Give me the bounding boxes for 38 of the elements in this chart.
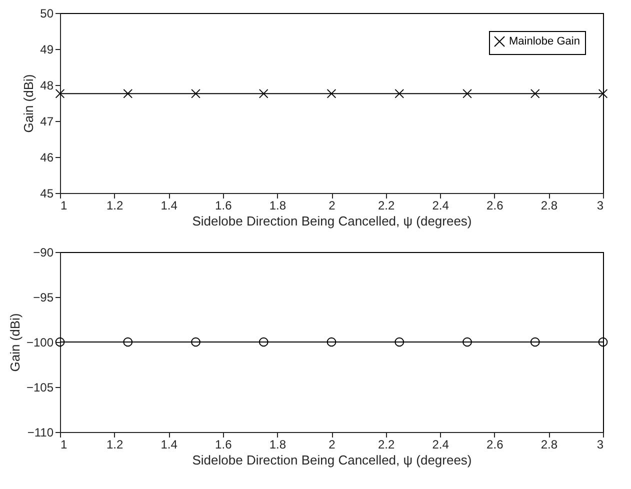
y-axis-title: Gain (dBi) <box>21 74 36 133</box>
y-tick-label: −105 <box>26 380 54 394</box>
x-tick-label: 2.4 <box>432 438 450 452</box>
x-tick-label: 1.2 <box>106 438 124 452</box>
y-tick-label: −100 <box>26 336 54 350</box>
y-tick-label: −110 <box>27 426 54 440</box>
legend-label: Mainlobe Gain <box>509 36 580 48</box>
y-tick-label: 49 <box>40 42 54 56</box>
x-axis-title: Sidelobe Direction Being Cancelled, ψ (degrees) <box>192 452 472 468</box>
x-tick-label: 3 <box>596 438 604 452</box>
y-tick-label: 47 <box>40 114 54 128</box>
x-tick-label: 2.2 <box>378 198 395 212</box>
x-tick-label: 1.2 <box>106 198 124 212</box>
x-tick-label: 2 <box>328 438 336 452</box>
x-tick-label: 2.8 <box>540 198 558 212</box>
y-tick-label: 50 <box>40 6 54 20</box>
y-tick-label: −90 <box>33 246 54 260</box>
y-tick-label: 48 <box>40 78 54 92</box>
x-tick-label: 1.6 <box>215 198 232 212</box>
x-tick-label: 1 <box>60 438 68 452</box>
y-tick-label: 45 <box>40 186 54 200</box>
x-tick-label: 1.6 <box>215 438 232 452</box>
x-tick-label: 2 <box>328 198 336 212</box>
x-tick-label: 1.4 <box>160 198 178 212</box>
x-tick-label: 2.8 <box>540 438 558 452</box>
y-tick-label: 46 <box>40 150 54 164</box>
y-axis-title: Gain (dBi) <box>7 313 22 372</box>
x-tick-label: 2.4 <box>432 198 450 212</box>
x-tick-label: 3 <box>596 198 604 212</box>
x-tick-label: 1.4 <box>160 438 178 452</box>
x-tick-label: 1.8 <box>269 198 286 212</box>
x-tick-label: 1.8 <box>269 438 286 452</box>
x-tick-label: 2.6 <box>486 198 504 212</box>
x-tick-label: 1 <box>60 198 68 212</box>
x-tick-label: 2.6 <box>486 438 504 452</box>
y-tick-label: −95 <box>33 290 54 304</box>
x-axis-title: Sidelobe Direction Being Cancelled, ψ (degrees) <box>192 214 472 228</box>
x-tick-label: 2.2 <box>378 438 395 452</box>
